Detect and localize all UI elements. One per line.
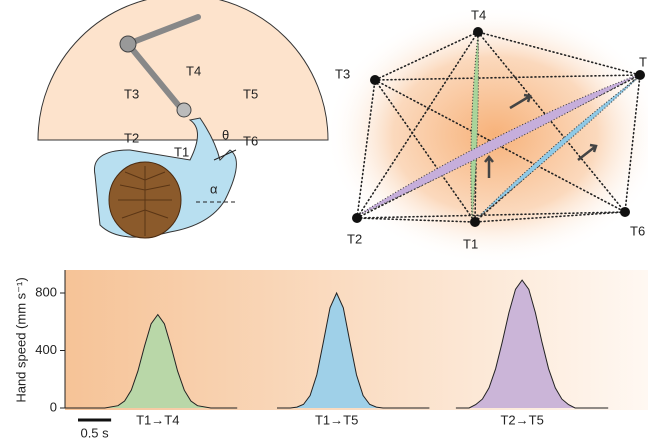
y-axis-label: Hand speed (mm s⁻¹)	[13, 277, 28, 402]
arm-illustration: T4 T3 T5 T2 T1 T6 θ α	[38, 0, 328, 238]
scale-bar-label: 0.5 s	[80, 425, 109, 440]
target-label: T5	[243, 86, 258, 101]
target-label: T	[639, 54, 647, 69]
target-label: T1	[463, 236, 478, 251]
y-tick-label: 0	[50, 399, 57, 414]
angle-label: θ	[222, 127, 229, 142]
target-label: T3	[335, 66, 350, 81]
target-label: T4	[186, 63, 201, 78]
angle-label: α	[210, 181, 218, 196]
series-label: T1→T5	[315, 412, 358, 427]
y-tick-label: 400	[35, 342, 57, 357]
figure: T4 T3 T5 T2 T1 T6 θ α T4 T3 T T2 T1 T6 H…	[0, 0, 648, 443]
page: T4 T3 T5 T2 T1 T6 θ α T4 T3 T T2 T1 T6 H…	[0, 0, 648, 443]
target-label: T4	[471, 7, 486, 22]
target-label: T2	[124, 130, 139, 145]
y-tick-label: 800	[35, 284, 57, 299]
speed-chart: Hand speed (mm s⁻¹) 0 400 800 T1→T4 T1→T5 T2→…	[13, 270, 648, 440]
trajectory-diagram: T4 T3 T T2 T1 T6	[325, 5, 648, 265]
target-label: T1	[174, 144, 189, 159]
target-label: T2	[347, 231, 362, 246]
series-label: T2→T5	[500, 412, 543, 427]
target-label: T6	[630, 223, 645, 238]
target-label: T3	[124, 86, 139, 101]
target-label: T6	[243, 133, 258, 148]
series-label: T1→T4	[136, 412, 179, 427]
